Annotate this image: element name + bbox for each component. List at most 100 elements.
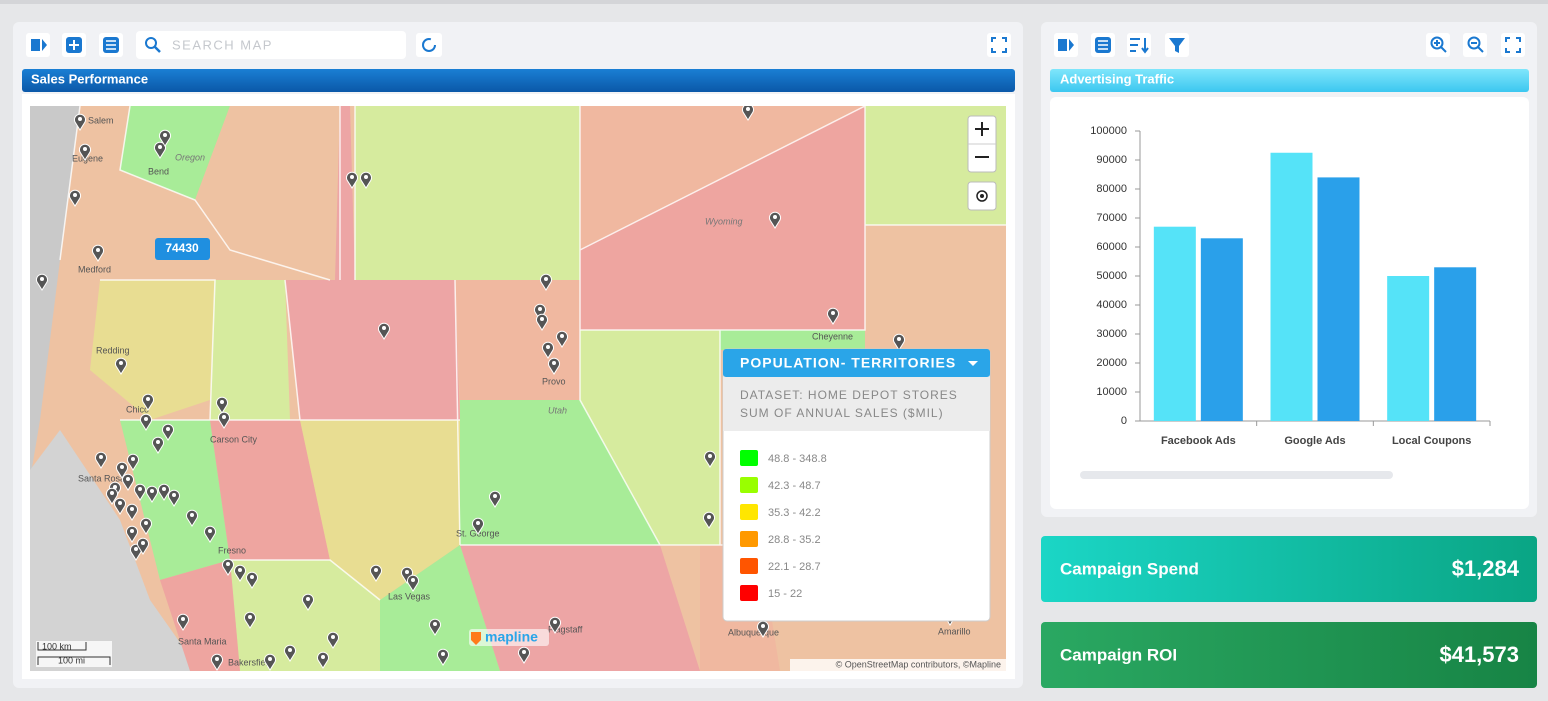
pin-dot [144, 417, 148, 421]
pin-dot [382, 326, 386, 330]
pin-dot [364, 175, 368, 179]
pin-dot [405, 570, 409, 574]
pin-dot [96, 248, 100, 252]
pin-dot [156, 440, 160, 444]
pin-dot [746, 107, 750, 111]
pin-dot [141, 541, 145, 545]
x-tick-label: Google Ads [1284, 435, 1345, 447]
chart-scrollbar[interactable] [1080, 471, 1393, 479]
legend-measure: SUM OF ANNUAL SALES ($MIL) [740, 406, 944, 420]
pin-dot [181, 617, 185, 621]
pin-dot [546, 345, 550, 349]
y-tick-label: 0 [1121, 415, 1127, 427]
pin-dot [220, 400, 224, 404]
pin-dot [552, 361, 556, 365]
place-label: Cheyenne [812, 331, 853, 341]
y-tick-label: 80000 [1096, 183, 1127, 195]
legend-label: 22.1 - 28.7 [768, 561, 821, 573]
pin-dot [411, 578, 415, 582]
place-label: Santa Maria [178, 636, 227, 646]
legend-swatch [740, 450, 758, 466]
bar [1271, 153, 1313, 421]
place-label: Amarillo [938, 626, 971, 636]
legend-label: 48.8 - 348.8 [768, 453, 827, 465]
map-title-bar [22, 69, 1015, 92]
pin-dot [158, 145, 162, 149]
pin-dot [441, 652, 445, 656]
place-label: Salem [88, 115, 114, 125]
pin-dot [130, 529, 134, 533]
legend-swatch [740, 477, 758, 493]
legend-label: 15 - 22 [768, 588, 802, 600]
y-tick-label: 60000 [1096, 241, 1127, 253]
x-tick-label: Facebook Ads [1161, 435, 1236, 447]
pin-dot [190, 513, 194, 517]
scale-mi: 100 mi [58, 655, 85, 665]
fullscreen-button[interactable] [987, 33, 1011, 57]
pin-dot [250, 575, 254, 579]
place-label: Las Vegas [388, 591, 431, 601]
pin-dot [707, 515, 711, 519]
place-label: Utah [548, 405, 567, 415]
pin-dot [268, 657, 272, 661]
legend-swatch [740, 558, 758, 574]
bar [1154, 227, 1196, 421]
pin-dot [73, 193, 77, 197]
pin-dot [120, 465, 124, 469]
pin-dot [350, 175, 354, 179]
kpi-value: $41,573 [1439, 642, 1519, 667]
map-brand: mapline [485, 629, 538, 645]
pin-dot [761, 624, 765, 628]
y-tick-label: 50000 [1096, 270, 1127, 282]
pin-dot [162, 487, 166, 491]
pin-dot [78, 117, 82, 121]
pin-dot [226, 562, 230, 566]
pin-dot [306, 597, 310, 601]
map-legend: POPULATION- TERRITORIES DATASET: HOME DE… [723, 349, 990, 621]
place-label: Redding [96, 345, 130, 355]
pin-dot [773, 215, 777, 219]
y-tick-label: 40000 [1096, 299, 1127, 311]
map-title: Sales Performance [31, 71, 148, 86]
pin-dot [150, 489, 154, 493]
pin-dot [83, 147, 87, 151]
kpi-label: Campaign ROI [1060, 645, 1177, 664]
pin-dot [476, 521, 480, 525]
pin-dot [208, 529, 212, 533]
legend-label: 28.8 - 35.2 [768, 534, 821, 546]
pin-dot [144, 521, 148, 525]
refresh-button[interactable] [416, 33, 442, 57]
legend-swatch [740, 504, 758, 520]
pin-dot [138, 487, 142, 491]
kpi-label: Campaign Spend [1060, 559, 1199, 578]
pin-dot [134, 547, 138, 551]
pin-dot [544, 277, 548, 281]
pin-dot [222, 415, 226, 419]
pin-dot [897, 337, 901, 341]
pin-dot [321, 655, 325, 659]
zoom-controls [968, 116, 996, 210]
pin-dot [130, 507, 134, 511]
place-label: Oregon [175, 152, 205, 162]
place-label: Bend [148, 166, 169, 176]
bar [1434, 267, 1476, 421]
pin-dot [146, 397, 150, 401]
attribution: © OpenStreetMap contributors, ©Mapline [836, 659, 1001, 669]
legend-dataset: DATASET: HOME DEPOT STORES [740, 388, 958, 402]
pin-dot [119, 361, 123, 365]
bar [1201, 238, 1243, 421]
bar [1318, 177, 1360, 421]
place-label: Wyoming [705, 216, 743, 226]
y-tick-label: 90000 [1096, 154, 1127, 166]
pin-dot [708, 454, 712, 458]
y-tick-label: 10000 [1096, 386, 1127, 398]
legend-swatch [740, 531, 758, 547]
place-label: Albuquerque [728, 627, 779, 637]
fullscreen-button[interactable] [1501, 33, 1525, 57]
pin-dot [522, 650, 526, 654]
pin-dot [288, 648, 292, 652]
legend-label: 35.3 - 42.2 [768, 507, 821, 519]
y-tick-label: 20000 [1096, 357, 1127, 369]
pin-dot [40, 277, 44, 281]
